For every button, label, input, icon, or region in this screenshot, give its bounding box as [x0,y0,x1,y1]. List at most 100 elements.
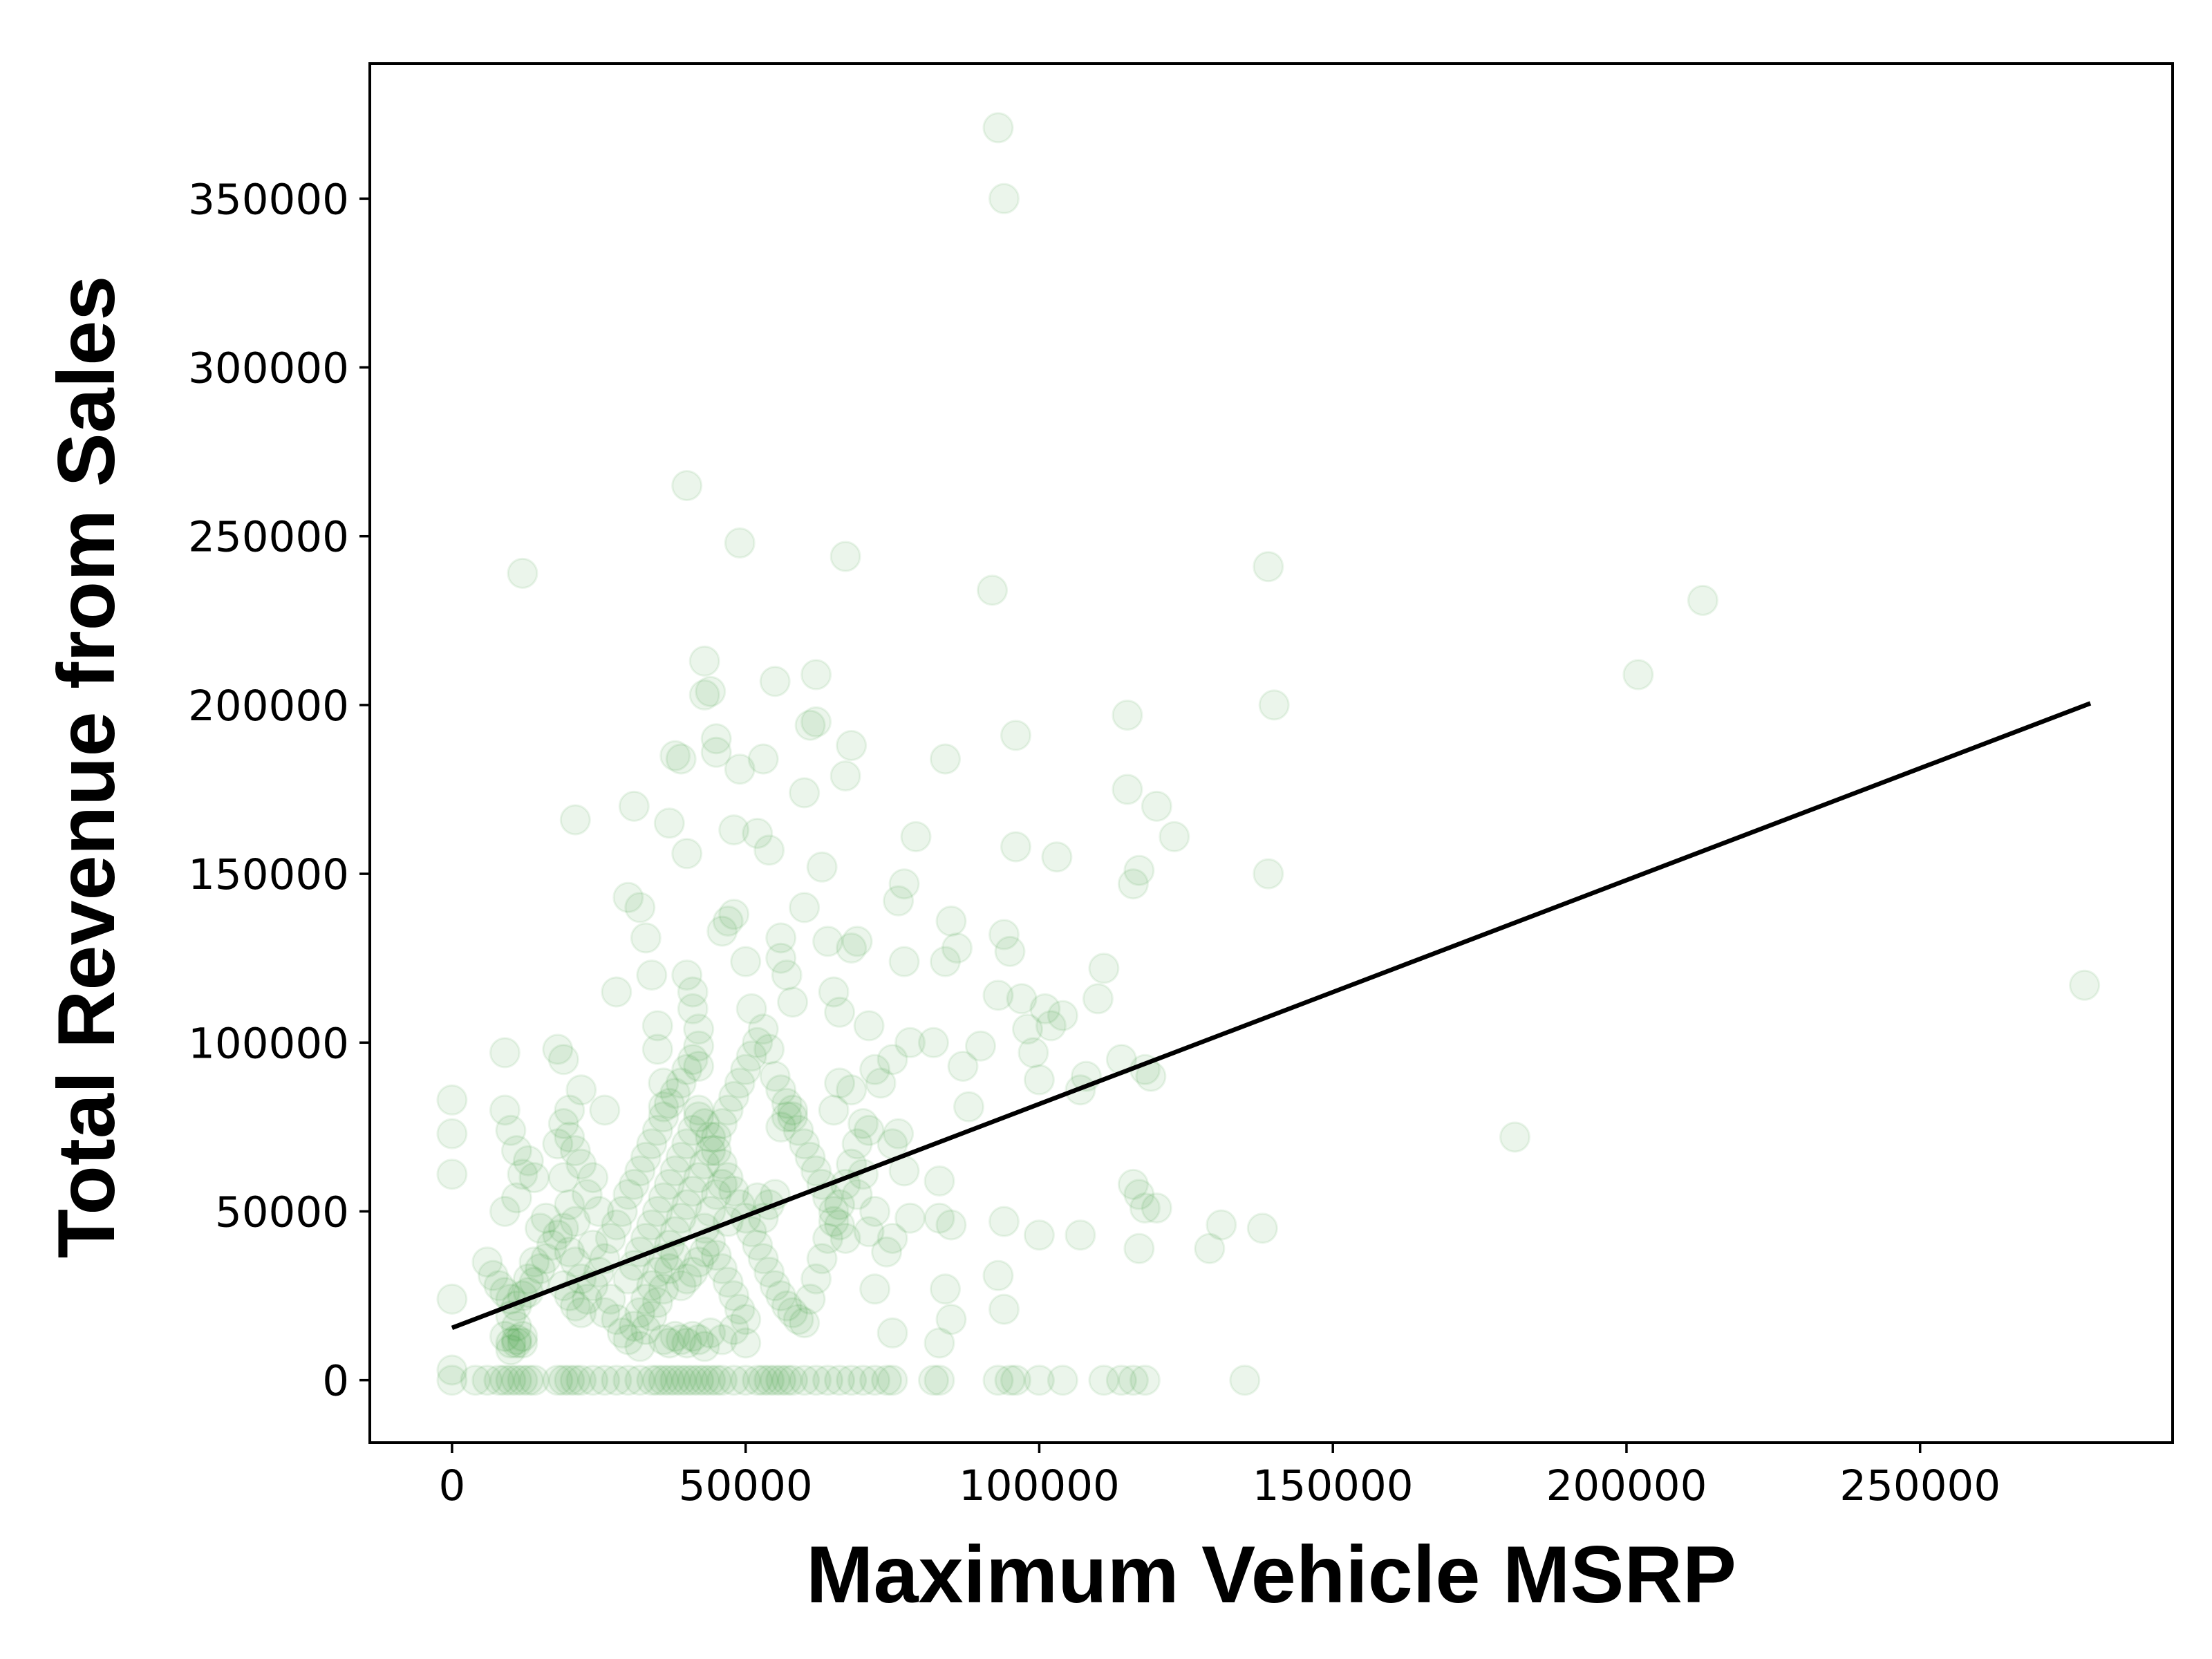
scatter-point [559,1135,591,1167]
scatter-point [577,1162,609,1194]
scatter-point [765,942,797,974]
scatter-point [554,1094,585,1126]
scatter-point [759,1270,791,1302]
scatter-point [789,1307,821,1339]
scatter-point [836,730,868,761]
scatter-point [894,1202,926,1234]
scatter-point [1258,689,1290,721]
scatter-point [594,1283,626,1315]
scatter-point [812,1223,844,1254]
scatter-point [836,1074,868,1106]
scatter-point [935,1209,967,1241]
x-tick-label: 100000 [959,1461,1120,1510]
scatter-point [930,946,961,977]
scatter-point [436,1118,468,1150]
scatter-point [547,1212,579,1244]
scatter-point [648,1182,679,1214]
scatter-point [612,1324,644,1356]
scatter-point [706,1365,738,1396]
scatter-point [512,1145,544,1177]
scatter-point [683,1013,715,1045]
scatter-point [653,1087,685,1119]
scatter-point [671,1053,703,1085]
scatter-point [565,1074,597,1106]
scatter-point [818,1206,850,1237]
y-tick-label: 250000 [188,513,349,562]
scatter-point [1082,983,1114,1015]
scatter-point [547,1044,579,1076]
scatter-point [518,1162,550,1194]
scatter-point [730,1365,762,1396]
scatter-point [495,1365,527,1396]
scatter-point [1229,1365,1261,1396]
scatter-point [718,1080,750,1112]
scatter-point [706,1148,738,1180]
scatter-point [871,1236,903,1268]
scatter-point [653,1168,685,1200]
scatter-point [700,736,732,768]
x-axis-ticks: 0 50000 100000 150000 200000 250000 [439,1443,2000,1510]
scatter-point [1006,983,1038,1015]
scatter-point [818,976,850,1008]
scatter-point [641,1365,673,1396]
scatter-point [683,1162,715,1194]
scatter-point [1000,720,1031,751]
scatter-point [636,1209,668,1241]
scatter-point [1088,953,1120,984]
scatter-point [765,1111,797,1143]
scatter-point [695,1196,727,1227]
scatter-point [489,1196,521,1227]
scatter-point [500,1324,532,1356]
scatter-point [671,1327,703,1359]
scatter-point [688,1365,720,1396]
scatter-point [759,666,791,697]
scatter-point [594,1223,626,1254]
plot-frame [368,62,2174,1444]
scatter-point [542,1128,574,1160]
scatter-point [536,1229,568,1261]
scatter-point [918,1027,949,1058]
scatter-point [724,753,756,785]
x-axis-title: Maximum Vehicle MSRP [806,1529,1736,1620]
scatter-point [1687,585,1718,616]
scatter-point [524,1253,556,1284]
scatter-point [700,1179,732,1210]
scatter-point [706,1324,738,1356]
scatter-point [547,1162,579,1194]
scatter-point [742,1027,774,1058]
scatter-point [641,1196,673,1227]
scatter-point [688,1148,720,1180]
scatter-point [771,1087,803,1119]
scatter-point [606,1196,638,1227]
scatter-point [565,1148,597,1180]
scatter-point [994,1365,1026,1396]
scatter-point [759,1060,791,1092]
scatter-point [636,1270,668,1302]
scatter-point [706,1168,738,1200]
scatter-point [559,1290,591,1322]
scatter-point [1253,551,1284,583]
scatter-point [1194,1232,1226,1264]
scatter-point [641,1033,673,1065]
scatter-point [771,1365,803,1396]
scatter-point [489,1365,521,1396]
scatter-point [507,1327,538,1359]
scatter-point [824,1209,856,1241]
scatter-point [542,1365,574,1396]
scatter-point [665,1324,697,1356]
scatter-point [436,1159,468,1190]
scatter-point [982,980,1014,1011]
scatter-point [930,743,961,775]
scatter-point [512,1263,544,1295]
scatter-point [830,541,861,572]
scatter-point [924,1327,955,1359]
scatter-point [630,1283,662,1315]
scatter-point [965,1030,996,1062]
scatter-point [735,1216,767,1248]
y-axis-title: Total Revenue from Sales [41,276,131,1259]
scatter-point [495,1334,527,1366]
scatter-point [700,723,732,755]
scatter-point [436,1354,468,1386]
scatter-point [900,821,932,852]
scatter-point [601,1304,632,1335]
